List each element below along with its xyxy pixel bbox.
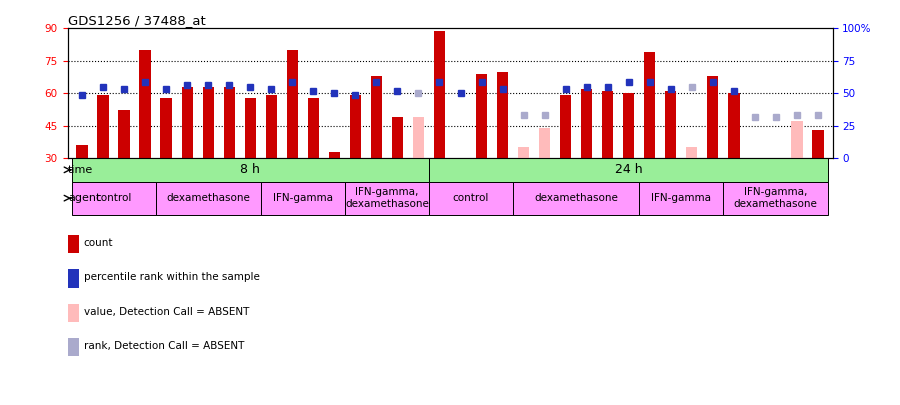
Bar xyxy=(429,181,513,215)
Bar xyxy=(140,50,151,158)
Bar xyxy=(97,95,109,158)
Bar xyxy=(434,30,446,158)
Bar xyxy=(182,87,194,158)
Bar xyxy=(644,52,655,158)
Bar xyxy=(770,158,781,180)
Text: dexamethasone: dexamethasone xyxy=(166,193,250,203)
Text: count: count xyxy=(84,238,113,248)
Bar xyxy=(72,181,156,215)
Bar xyxy=(623,93,634,158)
Bar xyxy=(76,145,88,158)
Bar xyxy=(119,111,130,158)
Bar xyxy=(266,95,277,158)
Bar xyxy=(454,158,466,180)
Bar xyxy=(749,158,760,180)
Bar xyxy=(518,147,529,158)
Bar xyxy=(261,181,345,215)
Bar xyxy=(706,76,718,158)
Bar xyxy=(413,117,424,158)
Text: control: control xyxy=(95,193,132,203)
Bar xyxy=(728,93,740,158)
Bar xyxy=(160,98,172,158)
Bar xyxy=(791,122,803,158)
Text: value, Detection Call = ABSENT: value, Detection Call = ABSENT xyxy=(84,307,249,317)
Text: 24 h: 24 h xyxy=(615,163,643,176)
Bar xyxy=(602,91,614,158)
Bar xyxy=(476,74,487,158)
Bar xyxy=(665,91,677,158)
Bar xyxy=(308,98,320,158)
Bar xyxy=(286,50,298,158)
Bar xyxy=(202,87,214,158)
Text: agent: agent xyxy=(68,193,100,203)
Bar xyxy=(639,181,724,215)
Bar xyxy=(429,158,828,181)
Bar xyxy=(812,130,824,158)
Bar xyxy=(580,89,592,158)
Text: dexamethasone: dexamethasone xyxy=(535,193,618,203)
Bar xyxy=(328,151,340,158)
Bar xyxy=(539,128,551,158)
Text: time: time xyxy=(68,165,94,175)
Bar xyxy=(686,147,698,158)
Bar xyxy=(560,95,572,158)
Bar xyxy=(245,98,256,158)
Text: IFN-gamma,
dexamethasone: IFN-gamma, dexamethasone xyxy=(734,188,818,209)
Bar xyxy=(72,158,429,181)
Bar xyxy=(156,181,261,215)
Bar xyxy=(392,117,403,158)
Bar xyxy=(513,181,639,215)
Text: rank, Detection Call = ABSENT: rank, Detection Call = ABSENT xyxy=(84,341,244,351)
Bar xyxy=(345,181,429,215)
Text: control: control xyxy=(453,193,490,203)
Text: IFN-gamma: IFN-gamma xyxy=(273,193,333,203)
Text: percentile rank within the sample: percentile rank within the sample xyxy=(84,273,259,282)
Bar xyxy=(371,76,382,158)
Text: GDS1256 / 37488_at: GDS1256 / 37488_at xyxy=(68,14,205,27)
Bar xyxy=(349,95,361,158)
Text: IFN-gamma,
dexamethasone: IFN-gamma, dexamethasone xyxy=(345,188,429,209)
Text: IFN-gamma: IFN-gamma xyxy=(652,193,711,203)
Text: 8 h: 8 h xyxy=(240,163,260,176)
Bar xyxy=(724,181,828,215)
Bar xyxy=(497,72,508,158)
Bar xyxy=(223,87,235,158)
